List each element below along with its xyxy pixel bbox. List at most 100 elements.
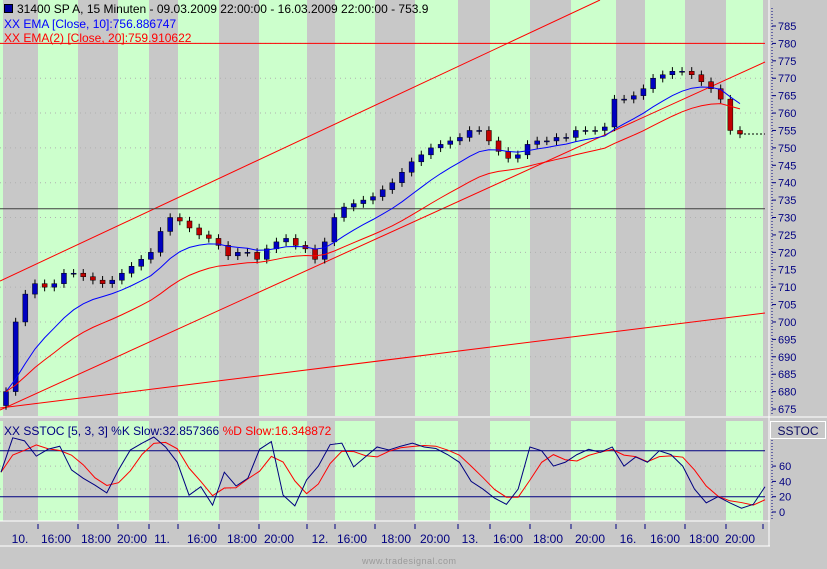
candle <box>99 279 106 284</box>
candle <box>370 196 376 201</box>
candle <box>457 137 463 142</box>
stoch-d-legend: %D Slow:16.348872 <box>222 424 332 438</box>
ema10-line <box>5 86 741 392</box>
time-label: 18:00 <box>533 532 563 546</box>
candle <box>331 217 338 243</box>
candle <box>602 126 608 131</box>
candle <box>573 130 579 138</box>
time-label: 13. <box>462 532 479 546</box>
candle <box>621 98 627 101</box>
candle <box>708 81 714 89</box>
candle <box>688 71 695 75</box>
candle <box>90 276 96 281</box>
candle <box>631 95 637 100</box>
time-label: 18:00 <box>227 532 257 546</box>
candle <box>717 88 724 100</box>
candle <box>341 206 347 218</box>
candle <box>553 137 560 142</box>
session-band <box>726 0 763 416</box>
candle <box>51 283 58 288</box>
stoch-k-legend: XX SSTOC [5, 3, 3] %K Slow:32.857366 <box>4 424 220 438</box>
session-band <box>38 421 78 521</box>
price-tick-label: 750 <box>778 143 796 155</box>
candle <box>389 182 396 190</box>
price-tick-label: 770 <box>778 73 796 85</box>
price-tick-label: 785 <box>778 21 796 33</box>
price-tick-label: 720 <box>778 247 796 259</box>
ema10-legend[interactable]: XX EMA [Close, 10]:756.886747 <box>4 17 177 31</box>
candle <box>437 144 444 149</box>
candle <box>379 189 386 197</box>
watermark: www.tradesignal.com <box>362 556 457 566</box>
candle <box>321 241 328 260</box>
price-tick-label: 730 <box>778 213 796 225</box>
price-tick-label: 710 <box>778 282 796 294</box>
candle <box>148 252 154 260</box>
candle <box>32 283 38 295</box>
candle <box>119 272 125 281</box>
price-tick-label: 745 <box>778 160 796 172</box>
price-tick-label: 705 <box>778 300 796 312</box>
session-band <box>415 421 458 521</box>
price-tick-label: 740 <box>778 178 796 190</box>
stoch-k-line <box>0 436 766 509</box>
time-label: 16:00 <box>650 532 680 546</box>
session-band <box>118 0 149 416</box>
session-band <box>490 421 530 521</box>
candle <box>167 217 173 232</box>
candle <box>312 248 318 260</box>
candle <box>515 154 521 159</box>
candle <box>244 252 251 254</box>
candle <box>109 279 115 284</box>
time-label: 16:00 <box>337 532 367 546</box>
session-band <box>335 0 375 416</box>
time-label: 20:00 <box>725 532 755 546</box>
ema20-legend[interactable]: XX EMA(2) [Close, 20]:759.910622 <box>4 31 192 45</box>
stoch-tick-label: 0 <box>779 507 785 519</box>
price-tick-label: 755 <box>778 125 796 137</box>
candle <box>206 234 212 239</box>
candle <box>12 321 19 392</box>
candle <box>495 140 502 152</box>
candle <box>3 391 9 406</box>
candle <box>399 171 405 183</box>
candle <box>650 77 656 89</box>
time-label: 16. <box>620 532 637 546</box>
stoch-legend[interactable]: XX SSTOC [5, 3, 3] %K Slow:32.857366 %D … <box>4 424 331 438</box>
session-band <box>178 0 219 416</box>
price-tick-label: 680 <box>778 387 796 399</box>
candle <box>534 140 540 145</box>
candle <box>447 140 454 145</box>
candle <box>611 98 618 128</box>
chart-title-row: 31400 SP A, 15 Minuten - 09.03.2009 22:0… <box>4 2 428 16</box>
trendline-upper-channel <box>0 0 601 282</box>
session-band <box>571 421 616 521</box>
sstoc-button[interactable]: SSTOC <box>770 421 826 439</box>
candle <box>582 130 589 132</box>
price-tick-label: 775 <box>778 56 796 68</box>
time-label: 16:00 <box>187 532 217 546</box>
time-label: 16:00 <box>493 532 523 546</box>
candle <box>138 259 144 267</box>
candle <box>592 130 598 132</box>
candle <box>215 238 222 246</box>
price-tick-label: 675 <box>778 404 796 416</box>
stoch-tick-label: 60 <box>779 461 791 473</box>
candle <box>235 252 241 257</box>
candle <box>659 74 666 79</box>
session-band <box>259 0 307 416</box>
ema20-line <box>5 103 741 393</box>
candle <box>698 74 705 82</box>
candle <box>360 199 367 204</box>
time-label: 12. <box>312 532 329 546</box>
candle <box>428 147 434 156</box>
session-band <box>38 0 78 416</box>
price-tick-label: 780 <box>778 38 796 50</box>
candle <box>292 238 299 246</box>
candle <box>486 130 492 142</box>
candle <box>640 88 647 96</box>
price-tick-label: 735 <box>778 195 796 207</box>
candle <box>80 272 87 277</box>
